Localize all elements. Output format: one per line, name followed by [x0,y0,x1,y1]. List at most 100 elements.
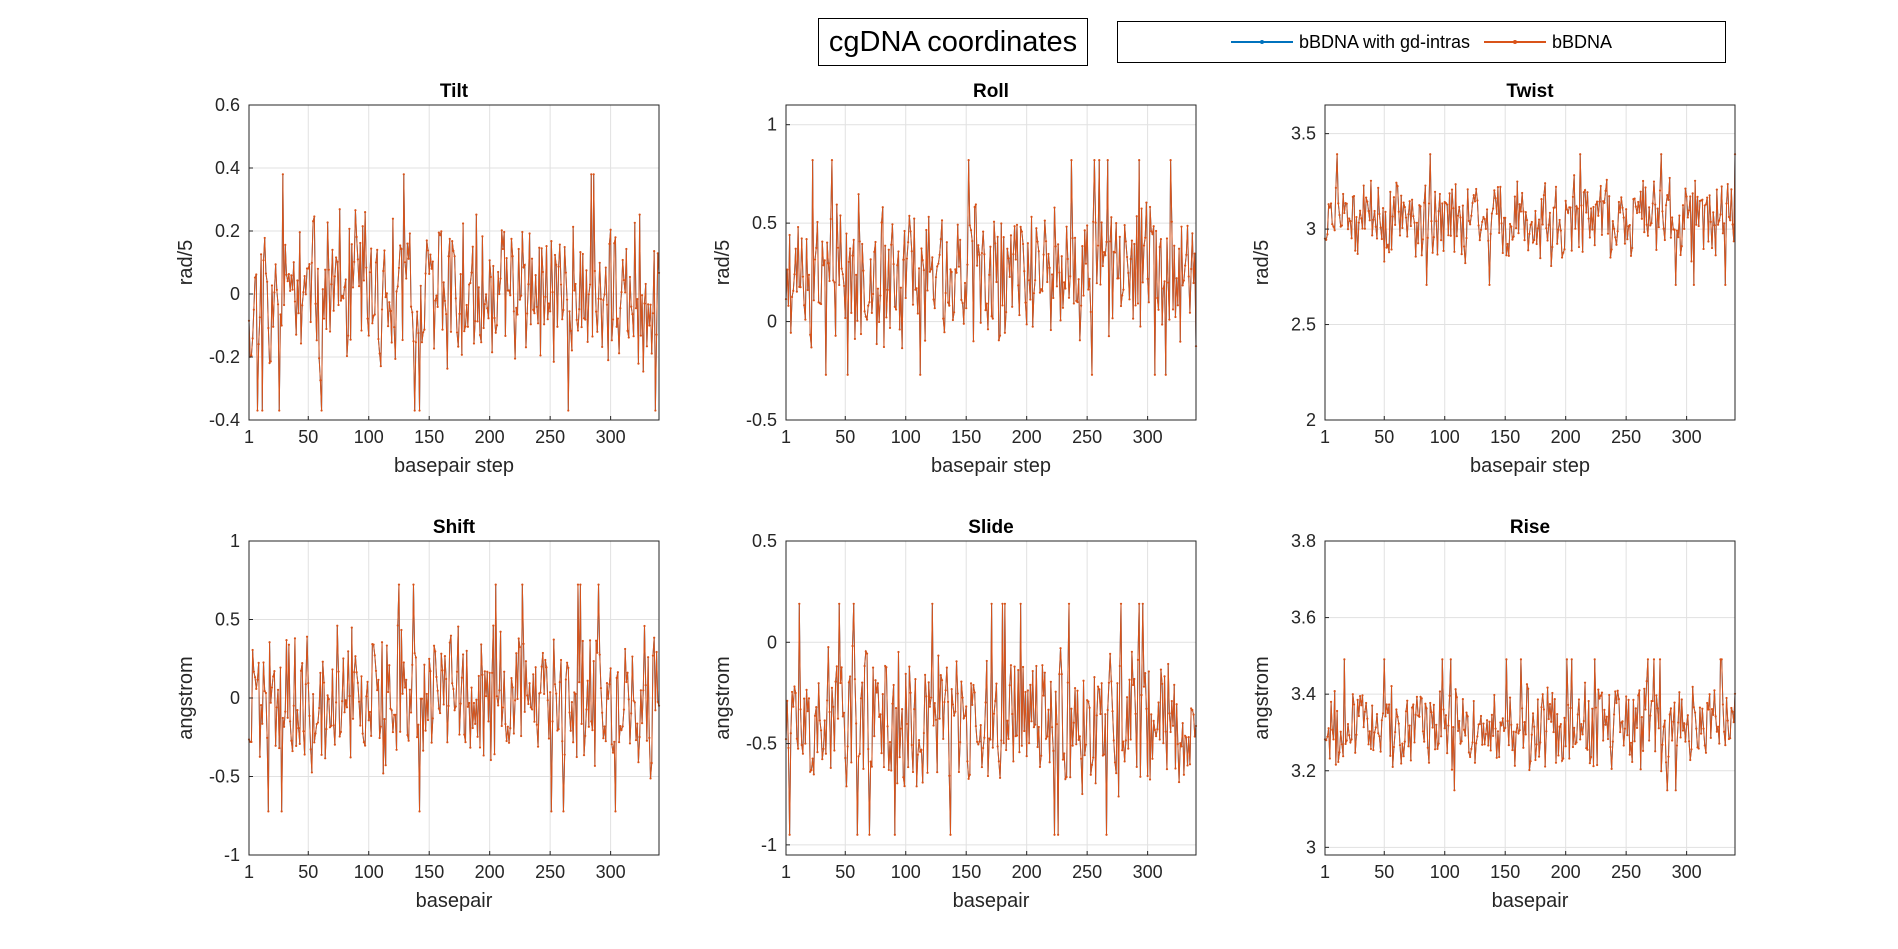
data-point-roll [1102,250,1106,254]
data-point-tilt [442,281,445,284]
data-point-twist [1577,245,1581,249]
data-point-rise [1400,762,1403,765]
data-point-tilt [426,249,430,252]
data-point-rise [1615,701,1618,705]
data-point-slide [830,686,834,689]
plot-area-tilt [249,105,659,420]
data-point-roll [1115,222,1118,225]
data-point-rise [1534,758,1537,762]
data-point-rise [1433,748,1437,751]
data-point-shift [541,651,544,655]
data-point-roll [846,373,849,376]
data-point-shift [621,725,624,728]
data-point-slide [806,710,809,713]
data-point-shift [477,674,480,678]
data-point-twist [1650,222,1653,225]
data-point-tilt [314,302,317,305]
data-point-rise [1552,730,1555,734]
data-point-slide [911,770,915,774]
data-point-slide [921,781,924,784]
data-point-tilt [650,352,653,355]
data-point-rise [1608,693,1611,697]
data-point-roll [984,309,987,312]
data-point-rise [1656,707,1659,710]
data-point-shift [262,661,265,664]
data-point-shift [360,675,363,678]
data-point-shift [445,677,448,681]
data-point-twist [1719,213,1722,216]
data-point-slide [919,750,922,753]
data-point-slide [1008,684,1011,687]
data-point-rise [1649,714,1652,717]
data-point-twist [1553,206,1556,209]
subplot-title-roll: Roll [973,81,1009,102]
data-point-slide [1144,671,1147,675]
data-point-rise [1471,741,1474,744]
data-point-slide [891,702,894,705]
data-point-twist [1716,223,1720,226]
data-point-slide [1072,721,1075,724]
data-point-roll [907,241,910,244]
data-point-rise [1398,744,1402,747]
data-point-slide [978,740,981,743]
y-tick-label-rise: 3.2 [1291,761,1316,781]
data-point-twist [1697,224,1700,228]
data-point-tilt [656,252,659,255]
data-point-slide [899,727,903,730]
data-point-slide [907,765,910,769]
data-point-shift [411,663,414,666]
data-point-tilt [472,342,476,345]
x-tick-label-shift: 1 [244,862,254,882]
data-point-tilt [429,253,432,256]
data-point-roll [871,292,875,296]
data-point-slide [1145,707,1148,710]
data-point-roll [968,224,971,227]
data-point-slide [813,714,817,717]
data-point-rise [1441,658,1444,661]
data-point-tilt [619,307,622,310]
data-point-twist [1732,240,1735,243]
data-point-shift [501,706,505,709]
data-point-slide [971,703,974,706]
data-point-twist [1529,223,1532,226]
data-point-shift [461,653,465,656]
data-point-tilt [617,352,621,355]
data-point-roll [806,288,809,292]
data-point-roll [978,253,981,256]
data-point-slide [893,833,896,836]
x-tick-label-twist: 1 [1320,427,1330,447]
data-point-tilt [361,225,364,228]
data-point-twist [1692,283,1695,286]
data-point-roll [1191,232,1194,235]
data-point-rise [1334,763,1337,766]
data-point-tilt [550,239,553,243]
data-point-rise [1481,743,1484,746]
data-point-shift [455,670,459,673]
data-point-shift [650,761,653,765]
data-point-roll [1175,277,1178,280]
data-point-tilt [443,299,447,303]
data-point-tilt [649,303,652,306]
data-point-shift [414,656,417,659]
data-point-twist [1696,195,1699,198]
data-point-twist [1723,222,1726,225]
legend-item-gd-intras: bBDNA with gd-intras [1230,32,1470,53]
data-point-tilt [267,326,270,330]
data-point-roll [1035,227,1038,230]
data-point-tilt [261,409,264,412]
data-point-tilt [301,304,304,307]
data-point-tilt [493,316,496,320]
data-point-twist [1608,195,1611,198]
data-point-tilt [454,297,457,300]
data-point-shift [563,753,566,756]
data-point-slide [799,708,802,711]
data-point-twist [1528,232,1531,235]
data-point-shift [281,716,284,720]
data-point-tilt [341,294,344,297]
data-point-tilt [616,317,619,320]
data-point-tilt [540,247,543,250]
data-point-shift [517,637,520,640]
data-point-roll [916,312,919,315]
data-point-shift [420,697,424,700]
data-point-roll [943,331,946,334]
